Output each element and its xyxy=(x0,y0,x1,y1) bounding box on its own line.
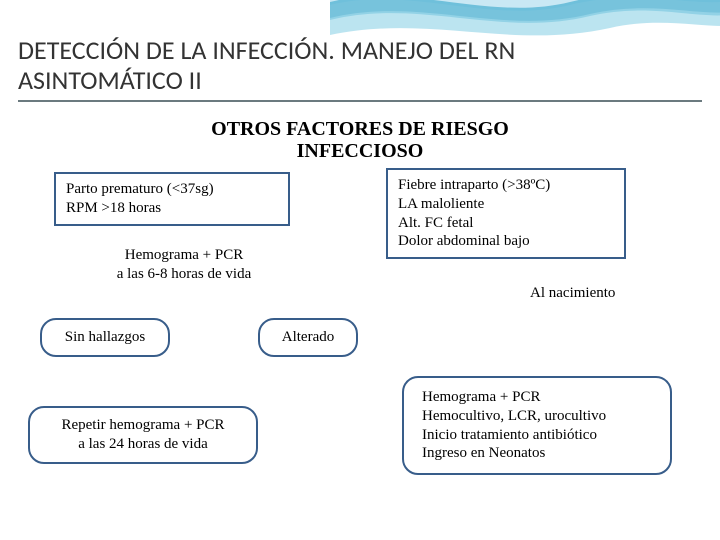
pill-sin-hallazgos: Sin hallazgos xyxy=(40,318,170,357)
al-nacimiento-text: Al nacimiento xyxy=(530,284,680,303)
subtitle-line-1: OTROS FACTORES DE RIESGO xyxy=(0,118,720,140)
box-left-line2: RPM >18 horas xyxy=(66,199,278,218)
repetir-line2: a las 24 horas de vida xyxy=(44,435,242,454)
workup-line2: Hemocultivo, LCR, urocultivo xyxy=(422,407,652,426)
pill-repetir: Repetir hemograma + PCR a las 24 horas d… xyxy=(28,406,258,464)
box-left-line1: Parto prematuro (<37sg) xyxy=(66,180,278,199)
box-right-line3: Alt. FC fetal xyxy=(398,214,614,233)
slide-title: DETECCIÓN DE LA INFECCIÓN. MANEJO DEL RN… xyxy=(18,36,702,102)
workup-line3: Inicio tratamiento antibiótico xyxy=(422,426,652,445)
title-line-2: ASINTOMÁTICO II xyxy=(18,66,702,102)
title-line-1: DETECCIÓN DE LA INFECCIÓN. MANEJO DEL RN xyxy=(18,36,702,66)
al-nacimiento-label: Al nacimiento xyxy=(530,285,615,301)
subtitle: OTROS FACTORES DE RIESGO INFECCIOSO xyxy=(0,118,720,162)
box-right-line4: Dolor abdominal bajo xyxy=(398,232,614,251)
workup-line4: Ingreso en Neonatos xyxy=(422,444,652,463)
pill-workup: Hemograma + PCR Hemocultivo, LCR, urocul… xyxy=(402,376,672,475)
box-right-line1: Fiebre intraparto (>38ºC) xyxy=(398,176,614,195)
repetir-line1: Repetir hemograma + PCR xyxy=(44,416,242,435)
subtitle-line-2: INFECCIOSO xyxy=(0,140,720,162)
hemogram-line1: Hemograma + PCR xyxy=(84,246,284,265)
hemogram-text: Hemograma + PCR a las 6-8 horas de vida xyxy=(84,246,284,284)
pill-alterado: Alterado xyxy=(258,318,358,357)
alterado-label: Alterado xyxy=(282,329,334,345)
box-risk-left: Parto prematuro (<37sg) RPM >18 horas xyxy=(54,172,290,226)
box-risk-right: Fiebre intraparto (>38ºC) LA maloliente … xyxy=(386,168,626,259)
box-right-line2: LA maloliente xyxy=(398,195,614,214)
sin-hallazgos-label: Sin hallazgos xyxy=(65,329,145,345)
hemogram-line2: a las 6-8 horas de vida xyxy=(84,265,284,284)
workup-line1: Hemograma + PCR xyxy=(422,388,652,407)
